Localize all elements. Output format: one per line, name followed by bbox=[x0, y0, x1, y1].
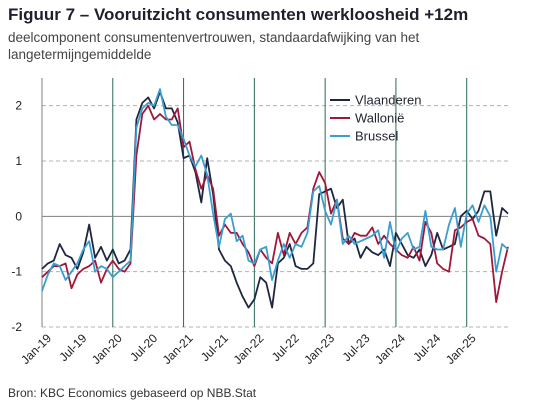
series-line-1 bbox=[41, 90, 509, 309]
source-note: Bron: KBC Economics gebaseerd op NBB.Sta… bbox=[8, 386, 257, 400]
x-tick-group: Jul-19 bbox=[56, 331, 89, 364]
legend-label: Wallonië bbox=[355, 111, 404, 126]
x-tick-group: Jul-20 bbox=[127, 331, 160, 364]
chart-subtitle: deelcomponent consumentenvertrouwen, sta… bbox=[8, 30, 420, 62]
x-tick-label: Jan-21 bbox=[160, 331, 196, 367]
x-tick-label: Jan-22 bbox=[231, 331, 267, 367]
chart-title: Figuur 7 – Vooruitzicht consumenten werk… bbox=[8, 5, 469, 24]
x-tick-group: Jan-21 bbox=[160, 331, 196, 367]
x-tick-group: Jul-22 bbox=[269, 331, 302, 364]
x-tick-group: Jan-23 bbox=[301, 331, 337, 367]
year-markers bbox=[112, 78, 468, 327]
series-line-2 bbox=[41, 104, 509, 304]
x-tick-label: Jul-22 bbox=[269, 331, 302, 364]
legend-label: Vlaanderen bbox=[355, 93, 422, 108]
x-tick-label: Jul-20 bbox=[127, 331, 160, 364]
x-tick-group: Jan-24 bbox=[372, 331, 408, 367]
x-tick-label: Jan-20 bbox=[89, 331, 125, 367]
x-tick-label: Jul-19 bbox=[56, 331, 89, 364]
x-tick-group: Jan-19 bbox=[18, 331, 54, 367]
x-tick-group: Jul-21 bbox=[198, 331, 231, 364]
x-tick-label: Jan-24 bbox=[372, 331, 408, 367]
y-tick-label: 2 bbox=[15, 99, 22, 113]
x-tick-group: Jul-24 bbox=[410, 331, 443, 364]
x-tick-group: Jan-20 bbox=[89, 331, 125, 367]
series-lines bbox=[41, 88, 509, 309]
x-tick-label: Jan-19 bbox=[18, 331, 54, 367]
x-tick-label: Jan-23 bbox=[301, 331, 337, 367]
y-tick-label: -2 bbox=[11, 320, 22, 334]
x-tick-label: Jan-25 bbox=[443, 331, 479, 367]
legend: Vlaanderen Wallonië Brussel bbox=[330, 93, 422, 144]
y-tick-label: 0 bbox=[15, 209, 22, 223]
y-tick-label: -1 bbox=[11, 265, 22, 279]
x-tick-label: Jul-23 bbox=[340, 331, 373, 364]
series-line-3 bbox=[41, 88, 509, 292]
legend-label: Brussel bbox=[355, 129, 398, 144]
x-tick-group: Jan-22 bbox=[231, 331, 267, 367]
x-tick-group: Jan-25 bbox=[443, 331, 479, 367]
y-tick-label: 1 bbox=[15, 154, 22, 168]
x-tick-label: Jul-24 bbox=[410, 331, 443, 364]
x-tick-group: Jul-23 bbox=[340, 331, 373, 364]
x-tick-label: Jul-21 bbox=[198, 331, 231, 364]
